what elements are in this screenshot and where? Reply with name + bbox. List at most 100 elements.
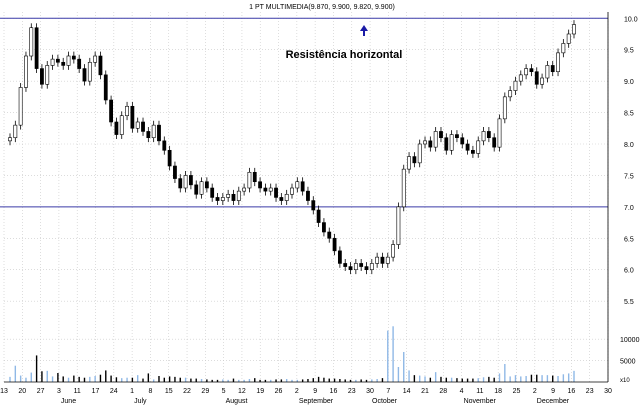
candle-body xyxy=(40,68,44,85)
candle-body xyxy=(274,187,278,198)
resistance-annotation: Resistência horizontal xyxy=(286,49,403,61)
x-day-tick-label: 15 xyxy=(165,388,173,395)
candle-body xyxy=(322,222,326,233)
candle-body xyxy=(306,190,310,201)
volume-bar xyxy=(381,378,384,382)
candle-body xyxy=(93,55,98,63)
x-day-tick-label: 22 xyxy=(183,388,191,395)
candle-body xyxy=(375,256,380,264)
candle-body xyxy=(343,263,348,267)
volume-bar xyxy=(83,377,86,382)
volume-bar xyxy=(546,375,549,382)
candles-layer xyxy=(8,20,576,275)
y-volume-tick-label: 10000 xyxy=(620,337,640,344)
candle-body xyxy=(215,197,220,201)
candle-body xyxy=(157,124,161,142)
volume-bar xyxy=(41,371,43,382)
volume-bar xyxy=(445,377,448,382)
candle-body xyxy=(380,256,385,264)
volume-bar xyxy=(259,379,261,382)
x-day-tick-label: 9 xyxy=(551,388,555,395)
candle-body xyxy=(572,24,576,35)
candle-body xyxy=(300,181,305,192)
candle-body xyxy=(417,143,422,164)
volume-bar xyxy=(317,376,320,382)
volume-bar xyxy=(424,376,426,382)
volume-bar xyxy=(376,379,378,382)
candle-body xyxy=(167,149,172,167)
candle-body xyxy=(433,131,438,148)
volume-bar xyxy=(397,367,400,382)
volume-bar xyxy=(9,376,11,382)
volume-bar xyxy=(557,376,559,382)
candle-body xyxy=(50,58,55,66)
volume-bar xyxy=(504,364,506,382)
candle-body xyxy=(455,134,459,139)
volume-bar xyxy=(323,377,325,382)
candle-body xyxy=(316,209,321,223)
volume-bar xyxy=(35,355,38,382)
candle-body xyxy=(226,193,231,198)
candle-body xyxy=(332,237,337,252)
volume-bar xyxy=(78,376,80,382)
candle-body xyxy=(465,143,470,151)
volume-bar xyxy=(307,379,309,382)
candle-body xyxy=(353,263,358,271)
candle-body xyxy=(247,171,252,189)
volume-bar xyxy=(248,379,251,382)
volume-bar xyxy=(530,374,533,382)
volume-bar xyxy=(291,379,293,382)
candle-body xyxy=(284,193,289,201)
volume-bar xyxy=(296,379,299,382)
x-month-label: September xyxy=(299,398,334,405)
x-day-tick-label: 2 xyxy=(295,388,299,395)
candle-body xyxy=(524,68,529,76)
volume-bar xyxy=(99,374,102,382)
candle-body xyxy=(71,55,76,60)
y-price-tick-label: 9.0 xyxy=(624,79,634,86)
volume-bar xyxy=(19,375,22,382)
candle-body xyxy=(428,140,433,148)
candle-body xyxy=(492,137,497,148)
volume-bar xyxy=(514,375,517,382)
volume-bar xyxy=(131,377,134,382)
volume-bar xyxy=(147,373,150,382)
volume-bar xyxy=(243,379,245,382)
volume-bar xyxy=(110,375,112,382)
volume-bar xyxy=(126,377,128,382)
chart-title: 1 PT MULTIMEDIA(9.870, 9.900, 9.820, 9.9… xyxy=(249,4,395,11)
x-day-tick-label: 1 xyxy=(130,388,134,395)
volume-bar xyxy=(222,379,224,382)
candle-body xyxy=(146,131,151,139)
candle-body xyxy=(290,187,294,195)
candle-body xyxy=(268,187,273,192)
volume-bar xyxy=(408,370,410,382)
volume-bar xyxy=(488,376,490,382)
y-price-tick-label: 5.5 xyxy=(624,299,634,306)
candle-body xyxy=(77,58,82,69)
volume-bar xyxy=(482,377,485,382)
candle-body xyxy=(385,256,390,264)
volume-bar xyxy=(333,378,336,382)
candle-body xyxy=(412,156,417,164)
candle-body xyxy=(561,43,566,54)
volume-bar xyxy=(562,374,565,382)
candle-body xyxy=(263,187,268,192)
volume-multiplier-label: x10 xyxy=(620,378,630,384)
volume-bar xyxy=(440,376,442,382)
volume-bar xyxy=(525,376,527,382)
x-day-tick-label: 20 xyxy=(18,388,26,395)
volume-bar xyxy=(403,352,405,382)
candle-body xyxy=(18,87,23,126)
x-day-tick-label: 30 xyxy=(604,388,612,395)
volume-bar xyxy=(51,376,54,382)
candle-body xyxy=(486,131,491,139)
candle-body xyxy=(359,263,364,267)
x-day-tick-label: 3 xyxy=(57,388,61,395)
volume-bar xyxy=(179,377,181,382)
x-day-tick-label: 4 xyxy=(460,388,464,395)
volume-bar xyxy=(238,379,240,382)
candle-body xyxy=(82,68,87,82)
candle-body xyxy=(444,137,449,151)
candle-body xyxy=(109,99,113,123)
